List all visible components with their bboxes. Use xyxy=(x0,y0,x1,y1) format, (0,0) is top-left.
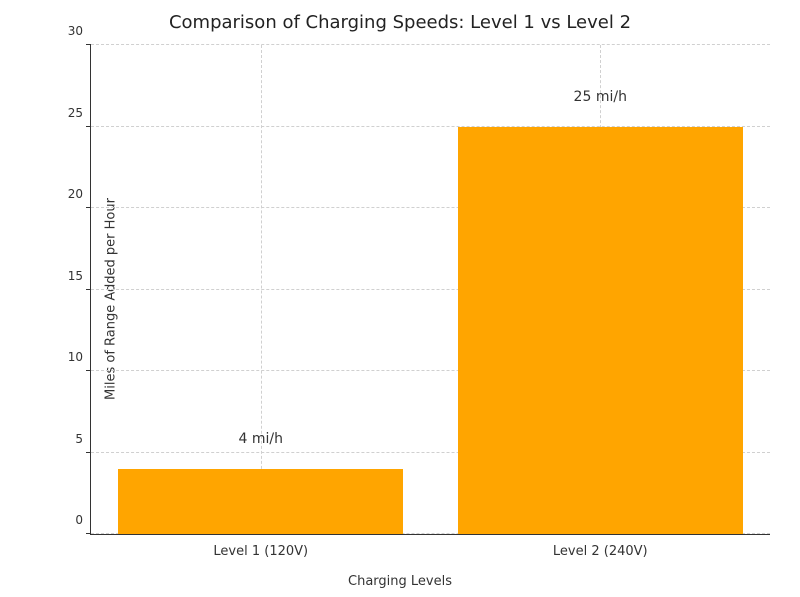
ytick-label: 10 xyxy=(68,350,83,364)
bar-level1 xyxy=(118,469,403,534)
ytick-label: 5 xyxy=(75,432,83,446)
ytick-mark xyxy=(86,452,91,453)
ytick-label: 25 xyxy=(68,106,83,120)
bar-value-label: 4 mi/h xyxy=(239,431,283,447)
ytick-mark xyxy=(86,126,91,127)
ytick-label: 20 xyxy=(68,187,83,201)
gridline-h xyxy=(91,44,770,45)
xtick-label: Level 2 (240V) xyxy=(553,544,648,559)
xtick-label: Level 1 (120V) xyxy=(213,544,308,559)
ytick-label: 15 xyxy=(68,269,83,283)
plot-area: 0 5 10 15 20 25 30 4 mi/h 25 mi/h Level … xyxy=(90,45,770,535)
ytick-mark xyxy=(86,289,91,290)
bar-value-label: 25 mi/h xyxy=(574,89,627,105)
chart-container: Comparison of Charging Speeds: Level 1 v… xyxy=(0,0,800,597)
ytick-mark xyxy=(86,370,91,371)
ytick-mark xyxy=(86,44,91,45)
ytick-mark xyxy=(86,533,91,534)
bar-level2 xyxy=(458,127,743,534)
x-axis-label: Charging Levels xyxy=(0,574,800,589)
ytick-label: 30 xyxy=(68,24,83,38)
ytick-mark xyxy=(86,207,91,208)
chart-title: Comparison of Charging Speeds: Level 1 v… xyxy=(0,12,800,33)
gridline-v xyxy=(261,45,262,534)
ytick-label: 0 xyxy=(75,513,83,527)
